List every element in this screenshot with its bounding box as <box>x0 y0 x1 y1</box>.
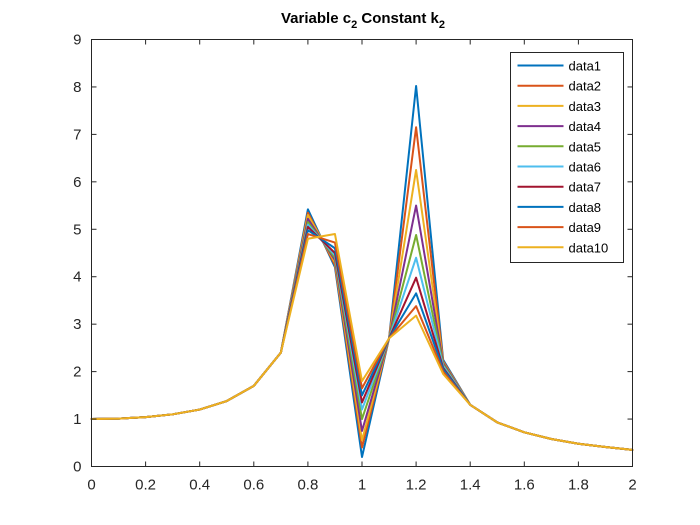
x-tick-label: 0.2 <box>135 477 156 494</box>
x-tick-label: 2 <box>628 477 636 494</box>
legend-label: data5 <box>569 139 602 154</box>
legend-label: data7 <box>569 180 602 195</box>
y-tick-label: 9 <box>73 32 81 49</box>
legend-label: data9 <box>569 220 602 235</box>
legend: data1 data2 data3 data4 data5 data6 data7 data8… <box>510 52 624 263</box>
y-tick-label: 6 <box>73 174 81 191</box>
y-tick-label: 1 <box>73 411 81 428</box>
legend-label: data3 <box>569 99 602 114</box>
y-tick-label: 2 <box>73 364 81 381</box>
chart-title: Variable c2 Constant k2 <box>281 10 445 31</box>
y-tick-label: 7 <box>73 126 81 143</box>
legend-label: data1 <box>569 59 602 74</box>
legend-label: data6 <box>569 160 602 175</box>
legend-label: data10 <box>569 240 609 255</box>
x-tick-label: 0.8 <box>297 477 318 494</box>
y-tick-label: 4 <box>73 269 81 286</box>
y-tick-label: 0 <box>73 459 81 476</box>
x-tick-label: 1.4 <box>460 477 481 494</box>
legend-label: data4 <box>569 119 602 134</box>
legend-box <box>510 52 624 263</box>
series-group <box>90 85 634 459</box>
x-tick-label: 1 <box>358 477 366 494</box>
y-tick-label: 5 <box>73 221 81 238</box>
y-tick-label: 3 <box>73 316 81 333</box>
x-tick-label: 0.4 <box>189 477 210 494</box>
y-tick-label: 8 <box>73 79 81 96</box>
x-tick-label: 1.8 <box>568 477 589 494</box>
x-tick-label: 1.6 <box>514 477 535 494</box>
legend-label: data2 <box>569 79 602 94</box>
x-tick-label: 0.6 <box>243 477 264 494</box>
x-tick-label: 1.2 <box>406 477 427 494</box>
ticks-group: 0 0.2 0.4 0.6 0.8 1 1.2 1.4 1.6 1.8 2 0 1 2 3 4 5 6 7 8 9 <box>73 32 637 494</box>
x-tick-label: 0 <box>87 477 95 494</box>
series-line-data10 <box>90 233 634 451</box>
legend-label: data8 <box>569 200 602 215</box>
